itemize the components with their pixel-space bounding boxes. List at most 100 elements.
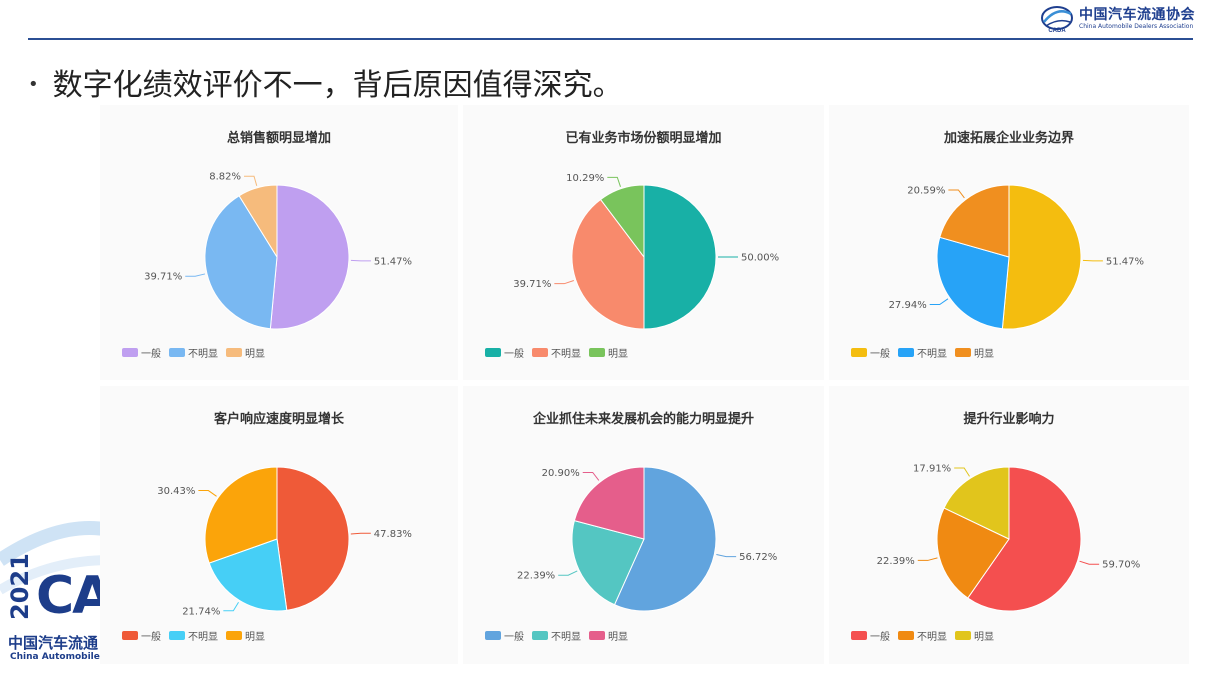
legend-swatch <box>226 631 242 640</box>
logo-text-cn: 中国汽车流通协会 <box>1079 7 1195 23</box>
legend-label: 一般 <box>870 349 890 360</box>
data-label: 10.29% <box>566 173 604 184</box>
legend-item[interactable]: 明显 <box>589 345 628 360</box>
data-label: 22.39% <box>877 556 915 567</box>
pie-slice <box>967 466 1082 612</box>
legend-swatch <box>532 631 548 640</box>
title-bullet: • <box>28 74 39 95</box>
pie-chart: 59.70% 22.39% 17.91% <box>877 463 1140 612</box>
legend-swatch <box>851 348 867 357</box>
label-leader-line <box>185 273 206 277</box>
pie-slice <box>613 466 717 612</box>
legend-swatch <box>589 348 605 357</box>
swoosh-graphic <box>0 521 110 595</box>
pie-chart: 50.00% 39.71% 10.29% <box>513 173 779 330</box>
legend-swatch <box>226 348 242 357</box>
chart-legend: 一般 不明显 明显 <box>122 628 265 643</box>
legend-item[interactable]: 明显 <box>226 345 265 360</box>
legend-label: 明显 <box>608 632 628 643</box>
label-leader-line <box>607 176 621 187</box>
watermark-letters: CA <box>36 566 110 626</box>
header-divider <box>28 38 1193 40</box>
legend-item[interactable]: 一般 <box>851 345 890 360</box>
legend-swatch <box>169 631 185 640</box>
pie-slice <box>269 184 350 330</box>
legend-swatch <box>589 631 605 640</box>
chart-panel-business-boundary: 加速拓展企业业务边界 51.47% 27.94% 20.59% 一般 不明显 明显 <box>829 105 1189 380</box>
chart-title: 总销售额明显增加 <box>226 131 331 146</box>
legend-label: 明显 <box>608 349 628 360</box>
legend-item[interactable]: 不明显 <box>898 345 947 360</box>
label-leader-line <box>948 189 965 199</box>
legend-item[interactable]: 一般 <box>122 345 161 360</box>
pie-chart: 56.72% 22.39% 20.90% <box>517 466 777 612</box>
watermark-year: 2021 <box>6 553 34 620</box>
data-label: 50.00% <box>741 253 779 264</box>
legend-label: 明显 <box>974 349 994 360</box>
cada-emblem-icon: CADA <box>1041 6 1073 34</box>
logo-text-en: China Automobile Dealers Association <box>1079 23 1194 30</box>
legend-label: 明显 <box>245 632 265 643</box>
chart-panel-industry-influence: 提升行业影响力 59.70% 22.39% 17.91% 一般 不明显 明显 <box>829 386 1189 664</box>
legend-swatch <box>955 348 971 357</box>
pie-chart: 51.47% 39.71% 8.82% <box>144 172 412 330</box>
data-label: 21.74% <box>182 606 220 617</box>
data-label: 39.71% <box>513 279 551 290</box>
legend-item[interactable]: 一般 <box>485 345 524 360</box>
legend-item[interactable]: 明显 <box>955 345 994 360</box>
chart-panel-customer-response: 客户响应速度明显增长 47.83% 21.74% 30.43% 一般 不明显 明显 <box>100 386 458 664</box>
label-leader-line <box>929 298 949 305</box>
chart-panel-future-opportunity: 企业抓住未来发展机会的能力明显提升 56.72% 22.39% 20.90% 一般 不… <box>463 386 824 664</box>
legend-item[interactable]: 不明显 <box>898 628 947 643</box>
data-label: 39.71% <box>144 272 182 283</box>
legend-item[interactable]: 一般 <box>851 628 890 643</box>
legend-item[interactable]: 明显 <box>955 628 994 643</box>
data-label: 30.43% <box>157 486 195 497</box>
legend-label: 不明显 <box>188 632 218 643</box>
legend-swatch <box>122 348 138 357</box>
legend-item[interactable]: 不明显 <box>169 628 218 643</box>
legend-item[interactable]: 明显 <box>226 628 265 643</box>
legend-item[interactable]: 一般 <box>122 628 161 643</box>
chart-legend: 一般 不明显 明显 <box>851 628 994 643</box>
label-leader-line <box>954 467 970 477</box>
pie-slice <box>943 466 1010 540</box>
legend-label: 不明显 <box>188 349 218 360</box>
legend-item[interactable]: 不明显 <box>532 345 581 360</box>
legend-item[interactable]: 不明显 <box>532 628 581 643</box>
legend-label: 一般 <box>504 632 524 643</box>
legend-swatch <box>955 631 971 640</box>
pie-slice <box>573 466 645 540</box>
legend-item[interactable]: 明显 <box>589 628 628 643</box>
legend-label: 不明显 <box>917 349 947 360</box>
chart-title: 加速拓展企业业务边界 <box>943 131 1074 146</box>
legend-swatch <box>122 631 138 640</box>
watermark-en: China Automobile Dea <box>10 652 110 662</box>
logo-mark: CADA <box>1048 28 1066 34</box>
legend-item[interactable]: 不明显 <box>169 345 218 360</box>
legend-swatch <box>485 348 501 357</box>
legend-label: 不明显 <box>551 632 581 643</box>
chart-legend: 一般 不明显 明显 <box>485 628 628 643</box>
legend-label: 不明显 <box>551 349 581 360</box>
pie-slice <box>571 520 645 606</box>
label-leader-line <box>716 554 737 558</box>
legend-item[interactable]: 一般 <box>485 628 524 643</box>
slide-title-text: 数字化绩效评价不一，背后原因值得深究。 <box>52 68 623 103</box>
data-label: 51.47% <box>1106 256 1144 267</box>
legend-label: 不明显 <box>917 632 947 643</box>
data-label: 56.72% <box>739 552 777 563</box>
data-label: 47.83% <box>374 529 412 540</box>
chart-legend: 一般 不明显 明显 <box>485 345 628 360</box>
pie-slice <box>643 184 717 330</box>
legend-swatch <box>485 631 501 640</box>
data-label: 20.59% <box>907 185 945 196</box>
expo-watermark: 2021 CA 中国汽车流通 China Automobile Dea <box>0 520 110 678</box>
data-label: 17.91% <box>913 463 951 474</box>
data-label: 20.90% <box>542 468 580 479</box>
data-label: 59.70% <box>1102 560 1140 571</box>
label-leader-line <box>558 570 578 576</box>
label-leader-line <box>917 557 938 561</box>
legend-label: 明显 <box>245 349 265 360</box>
chart-legend: 一般 不明显 明显 <box>122 345 265 360</box>
